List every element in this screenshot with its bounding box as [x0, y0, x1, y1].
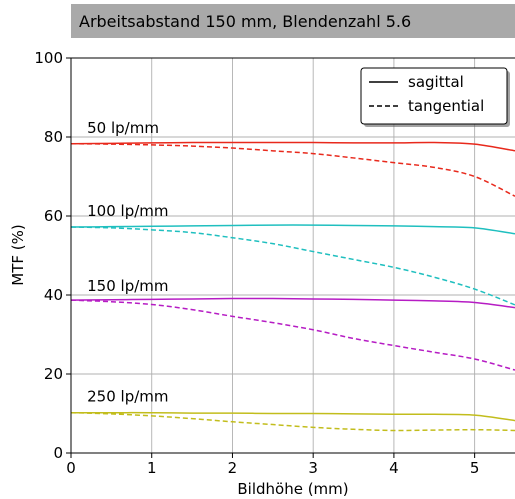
legend: sagittal tangential: [361, 68, 510, 127]
annotation-150-lp-mm: 150 lp/mm: [87, 277, 168, 295]
y-tick-label: 40: [44, 286, 63, 304]
x-tick-label: 2: [228, 459, 238, 477]
annotation-100-lp-mm: 100 lp/mm: [87, 202, 168, 220]
annotation-50-lp-mm: 50 lp/mm: [87, 119, 159, 137]
chart-title: Arbeitsabstand 150 mm, Blendenzahl 5.6: [79, 12, 411, 31]
x-axis-label: Bildhöhe (mm): [237, 480, 348, 498]
y-tick-label: 80: [44, 128, 63, 146]
y-tick-label: 20: [44, 365, 63, 383]
y-tick-label: 60: [44, 207, 63, 225]
x-tick-label: 0: [66, 459, 76, 477]
x-tick-label: 4: [389, 459, 399, 477]
y-tick-label: 100: [34, 49, 63, 67]
y-tick-label: 0: [53, 444, 63, 462]
x-tick-label: 5: [470, 459, 480, 477]
legend-label-tangential: tangential: [408, 97, 484, 115]
y-axis-label: MTF (%): [9, 224, 27, 285]
legend-label-sagittal: sagittal: [408, 73, 464, 91]
x-tick-label: 1: [147, 459, 157, 477]
annotation-250-lp-mm: 250 lp/mm: [87, 388, 168, 406]
x-tick-label: 3: [308, 459, 318, 477]
